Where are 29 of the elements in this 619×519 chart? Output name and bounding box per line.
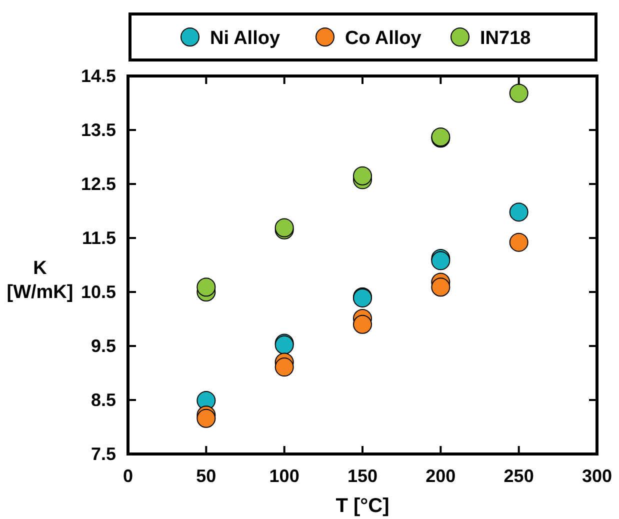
legend-label: Co Alloy (345, 28, 422, 49)
point (509, 232, 528, 252)
point (196, 278, 216, 297)
point (274, 358, 294, 377)
x-tick-label: 50 (196, 466, 216, 486)
y-tick-label: 12.5 (80, 174, 116, 194)
x-tick-label: 100 (269, 466, 300, 486)
y-axis-title: K [W/mK] (6, 258, 74, 303)
x-tick-label: 200 (426, 466, 456, 486)
y-tick-label: 14.5 (80, 66, 116, 86)
x-axis-title: T [°C] (336, 495, 390, 517)
y-tick-label: 9.5 (90, 336, 116, 356)
y-tick-label: 8.5 (90, 390, 116, 410)
point (196, 408, 216, 428)
y-tick-label: 13.5 (80, 120, 116, 140)
legend-label: Ni Alloy (210, 28, 280, 49)
x-tick-label: 0 (122, 466, 134, 486)
point (431, 278, 450, 297)
y-tick-label: 10.5 (80, 282, 116, 302)
point (353, 314, 372, 334)
point (509, 84, 528, 103)
x-tick-label: 250 (504, 466, 534, 486)
y-tick-label: 11.5 (82, 228, 116, 248)
point (353, 166, 372, 186)
x-tick-label: 300 (582, 466, 612, 486)
legend-label: IN718 (480, 28, 531, 49)
point (509, 202, 528, 222)
y-tick-label: 7.5 (90, 444, 116, 464)
x-tick-label: 150 (347, 466, 378, 486)
